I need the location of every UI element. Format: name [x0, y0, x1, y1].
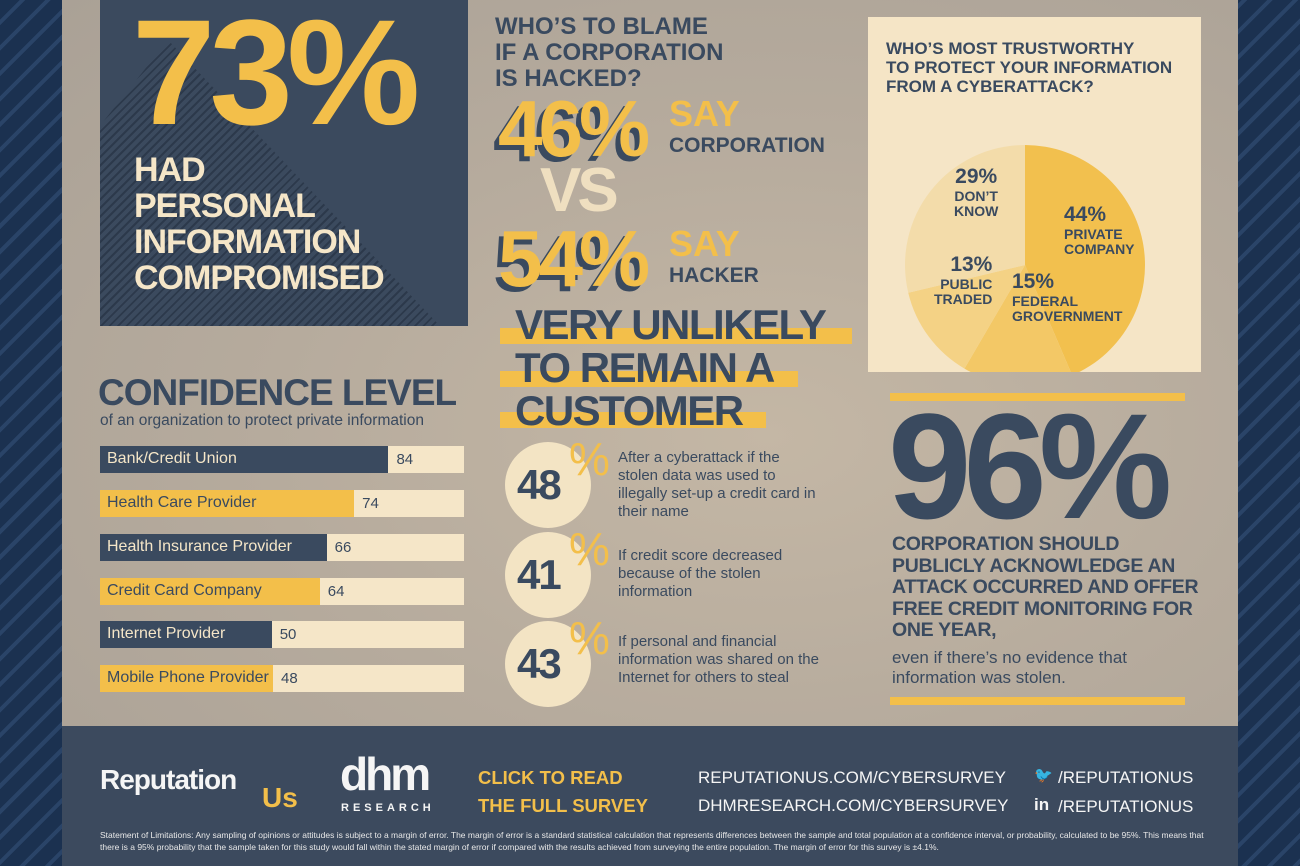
- bar-row: Credit Card Company 64: [100, 578, 464, 605]
- stat-96-value: 96%: [888, 382, 1172, 550]
- dhmresearch-url-link[interactable]: DHMRESEARCH.COM/CYBERSURVEY: [698, 796, 1009, 815]
- unlikely-stat-text: After a cyberattack if the stolen data w…: [618, 449, 816, 520]
- unlikely-stat-circle: 43%: [505, 613, 610, 707]
- pie-label-dont-know: 29% DON’T KNOW: [954, 165, 999, 219]
- bar-row: Health Insurance Provider 66: [100, 534, 464, 561]
- blame-title-line: IF A CORPORATION: [495, 39, 724, 66]
- bar-label: Bank/Credit Union: [107, 450, 237, 467]
- stat-73-value: 73%: [132, 0, 420, 156]
- bar-label: Mobile Phone Provider: [107, 669, 269, 686]
- blame-title: WHO’S TO BLAME IF A CORPORATION IS HACKE…: [495, 14, 723, 92]
- unlikely-title-line: CUSTOMER: [515, 387, 744, 434]
- unlikely-stat-value: 43: [517, 640, 562, 687]
- bar-label: Health Care Provider: [107, 494, 257, 511]
- read-survey-link[interactable]: THE FULL SURVEY: [478, 795, 648, 816]
- blame-hacker-pct: 54%: [498, 214, 650, 303]
- pie-slice: [908, 265, 1025, 369]
- bar-row: Mobile Phone Provider 48: [100, 665, 464, 692]
- pie-slice: [964, 265, 1071, 372]
- divider-line: [890, 393, 1185, 401]
- bar-label: Health Insurance Provider: [107, 538, 292, 555]
- bar-fill: [100, 578, 320, 605]
- blame-corporation-pct: 46%: [498, 84, 650, 173]
- reputationus-logo-us: Us: [262, 782, 298, 813]
- unlikely-stat-value: 41: [517, 551, 562, 598]
- stat-73-line: PERSONAL: [134, 187, 316, 225]
- bar-fill: [100, 621, 272, 648]
- pie-title-line: WHO’S MOST TRUSTWORTHY: [886, 39, 1135, 58]
- percent-sign: %: [569, 523, 610, 575]
- stat-73-line: COMPROMISED: [134, 259, 385, 297]
- bar-fill: [100, 665, 273, 692]
- vs-text: VS: [540, 156, 619, 225]
- reputationus-logo[interactable]: Reputation: [100, 764, 237, 795]
- blame-hacker-say: SAY: [669, 223, 740, 264]
- trust-pie-chart: [905, 145, 1145, 372]
- bar-value: 66: [334, 539, 352, 556]
- twitter-icon[interactable]: 🐦: [1034, 767, 1053, 784]
- reputationus-url-link[interactable]: REPUTATIONUS.COM/CYBERSURVEY: [698, 768, 1006, 787]
- stat-96-bold-text: CORPORATION SHOULD PUBLICLY ACKNOWLEDGE …: [892, 533, 1199, 641]
- blame-title-line: WHO’S TO BLAME: [495, 13, 708, 40]
- statement-of-limitations: Statement of Limitations: Any sampling o…: [100, 830, 1204, 852]
- unlikely-stat-circle: 41%: [505, 524, 610, 618]
- unlikely-stat-text: If credit score decreased because of the…: [618, 547, 783, 600]
- pie-title: WHO’S MOST TRUSTWORTHY TO PROTECT YOUR I…: [886, 39, 1172, 96]
- stat-96-text: even if there’s no evidence that informa…: [892, 647, 1128, 687]
- pie-title-line: TO PROTECT YOUR INFORMATION: [886, 58, 1173, 77]
- bar-fill: [100, 490, 355, 517]
- twitter-handle-link[interactable]: /REPUTATIONUS: [1058, 768, 1194, 787]
- bar-value: 84: [396, 451, 414, 468]
- blame-corporation-say: SAY: [669, 93, 740, 134]
- pie-title-line: FROM A CYBERATTACK?: [886, 77, 1094, 96]
- unlikely-stat-circle: 48%: [505, 434, 610, 528]
- highlight-bar: [500, 412, 766, 428]
- bar-value: 64: [327, 583, 345, 600]
- unlikely-stat-text: If personal and financial information wa…: [618, 633, 819, 686]
- pie-label-private: 44% PRIVATE COMPANY: [1064, 203, 1135, 257]
- bar-label: Internet Provider: [107, 625, 226, 642]
- blame-title-line: IS HACKED?: [495, 65, 642, 92]
- bar-fill: [100, 446, 389, 473]
- pie-slice: [905, 145, 1025, 293]
- trust-pie-panel: WHO’S MOST TRUSTWORTHY TO PROTECT YOUR I…: [868, 17, 1201, 372]
- linkedin-icon[interactable]: in: [1034, 795, 1050, 814]
- unlikely-title-line: TO REMAIN A: [515, 344, 775, 391]
- dhm-research-logo-sub: RESEARCH: [341, 802, 435, 814]
- pie-label-public: 13% PUBLIC TRADED: [934, 253, 993, 307]
- bar-row: Bank/Credit Union 84: [100, 446, 464, 473]
- pie-label-federal: 15% FEDERAL GROVERNMENT: [1012, 270, 1123, 324]
- blame-hacker-label: HACKER: [669, 264, 759, 287]
- bar-value: 74: [362, 495, 379, 512]
- bar-value: 48: [281, 670, 298, 687]
- stat-73-box: 73% HAD PERSONAL INFORMATION COMPROMISED: [100, 0, 468, 326]
- read-survey-link[interactable]: CLICK TO READ: [478, 767, 623, 788]
- blame-corporation-label: CORPORATION: [669, 134, 825, 157]
- unlikely-stat-value: 48: [517, 461, 562, 508]
- footer: [62, 726, 1238, 866]
- bar-label: Credit Card Company: [107, 582, 262, 599]
- stat-73-line: INFORMATION: [134, 223, 361, 261]
- stat-96-statement: CORPORATION SHOULD PUBLICLY ACKNOWLEDGE …: [892, 533, 1212, 688]
- bar-row: Internet Provider 50: [100, 621, 464, 648]
- highlight-bar: [500, 328, 852, 344]
- confidence-subtitle: of an organization to protect private in…: [100, 412, 424, 429]
- stat-73-caption: HAD PERSONAL INFORMATION COMPROMISED: [134, 151, 385, 297]
- dhm-research-logo[interactable]: dhm: [340, 748, 431, 800]
- stat-73-line: HAD: [134, 151, 206, 189]
- percent-sign: %: [569, 612, 610, 664]
- percent-sign: %: [569, 433, 610, 485]
- bar-row: Health Care Provider 74: [100, 490, 464, 517]
- bar-fill: [100, 534, 327, 561]
- confidence-title: CONFIDENCE LEVEL: [98, 372, 457, 413]
- pie-slice: [1025, 145, 1145, 372]
- linkedin-handle-link[interactable]: /REPUTATIONUS: [1058, 797, 1194, 816]
- unlikely-title-line: VERY UNLIKELY: [515, 301, 827, 348]
- bar-value: 50: [279, 626, 297, 643]
- highlight-bar: [500, 371, 798, 387]
- divider-line: [890, 697, 1185, 705]
